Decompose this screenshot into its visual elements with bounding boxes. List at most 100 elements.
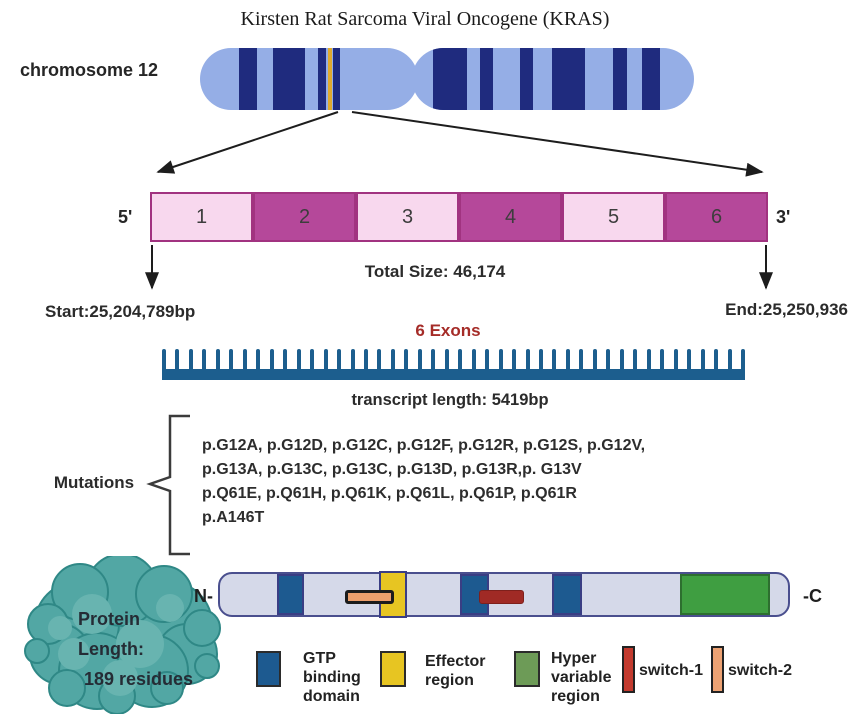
zoom-arrow-left (156, 111, 339, 174)
chromosome-band (613, 48, 627, 110)
transcript-tick (337, 349, 342, 369)
transcript-tick (350, 349, 355, 369)
protein-length-line: 189 residues (84, 669, 194, 689)
transcript-tick (592, 349, 597, 369)
transcript-tick (741, 349, 745, 369)
transcript-tick (229, 349, 234, 369)
transcript-tick (390, 349, 395, 369)
transcript-tick (673, 349, 678, 369)
transcript-tick (552, 349, 557, 369)
zoom-arrows (145, 111, 773, 290)
transcript-tick (242, 349, 247, 369)
gtp-binding-domain-2 (460, 574, 489, 615)
transcript-tick (700, 349, 705, 369)
protein-blob (24, 556, 221, 714)
transcript-tick (687, 349, 692, 369)
transcript-tick (175, 349, 180, 369)
transcript-tick (471, 349, 476, 369)
start-label: Start:25,204,789bp (45, 302, 196, 321)
gtp-binding-domain-3 (552, 574, 582, 615)
exon-box-3: 3 (356, 192, 459, 242)
chromosome-band (318, 48, 326, 110)
transcript-tick (363, 349, 368, 369)
transcript-tick (377, 349, 382, 369)
chromosome-band (433, 48, 467, 110)
transcript-tick (215, 349, 220, 369)
transcript-tick (323, 349, 328, 369)
mutation-line: p.Q61E, p.Q61H, p.Q61K, p.Q61L, p.Q61P, … (202, 485, 577, 502)
transcript-tick (202, 349, 207, 369)
transcript-backbone (162, 369, 745, 380)
transcript-tick (458, 349, 463, 369)
mutations-list: p.G12A, p.G12D, p.G12C, p.G12F, p.G12R, … (202, 437, 682, 547)
transcript-tick (444, 349, 449, 369)
chromosome-band (333, 48, 340, 110)
transcript-tick (296, 349, 301, 369)
transcript-tick (269, 349, 274, 369)
hyper-variable-region (680, 574, 770, 615)
chromosome-band (273, 48, 305, 110)
switch-2-marker (345, 590, 394, 604)
transcript-tick (283, 349, 288, 369)
switch-1-marker (479, 590, 524, 604)
transcript-tick (606, 349, 611, 369)
page-title: Kirsten Rat Sarcoma Viral Oncogene (KRAS… (240, 8, 610, 30)
transcript-tick (727, 349, 732, 369)
chromosome-band (239, 48, 257, 110)
transcript-tick (579, 349, 584, 369)
transcript-tick (310, 349, 315, 369)
exon-box-5: 5 (562, 192, 665, 242)
transcript-tick (256, 349, 261, 369)
transcript-tick (619, 349, 624, 369)
transcript-tick (633, 349, 638, 369)
transcript-tick (525, 349, 530, 369)
transcript-length-label: transcript length: 5419bp (351, 391, 549, 409)
chromosome-label: chromosome 12 (20, 60, 159, 80)
three-prime-label: 3' (776, 207, 791, 227)
exon-box-1: 1 (150, 192, 253, 242)
transcript-tick (417, 349, 422, 369)
transcript-tick (660, 349, 665, 369)
chromosome-band (520, 48, 533, 110)
protein-length-line: Protein (78, 609, 141, 629)
chromosome-left-arm (200, 48, 418, 110)
exon-box-6: 6 (665, 192, 768, 242)
transcript-tick (404, 349, 409, 369)
zoom-arrow-right (351, 111, 764, 177)
transcript-tick (485, 349, 490, 369)
protein-length-text: Protein Length: 189 residues (78, 609, 218, 704)
transcript-tick (498, 349, 503, 369)
n-terminus-label: N- (194, 586, 213, 606)
transcript-tick (431, 349, 436, 369)
transcript-tick (714, 349, 719, 369)
gtp-binding-domain-1 (277, 574, 304, 615)
transcript-tick (188, 349, 193, 369)
protein-bar (218, 571, 790, 618)
chromosome-right-arm (412, 48, 694, 110)
chromosome-band (552, 48, 585, 110)
transcript-tick (646, 349, 651, 369)
chromosome-band (642, 48, 660, 110)
total-size-label: Total Size: 46,174 (364, 262, 506, 281)
exon-count-label: 6 Exons (415, 321, 481, 340)
exon-box-4: 4 (459, 192, 562, 242)
mutations-brace (146, 414, 190, 556)
protein-length-line: Length: (78, 639, 144, 659)
transcript-tick (565, 349, 570, 369)
transcript-tick (162, 349, 166, 369)
five-prime-label: 5' (118, 207, 133, 227)
chromosome-ideogram (0, 0, 850, 130)
transcript-tick (539, 349, 544, 369)
chromosome-band (480, 48, 493, 110)
mutation-line: p.G12A, p.G12D, p.G12C, p.G12F, p.G12R, … (202, 437, 646, 454)
transcript-tick (512, 349, 517, 369)
mutation-line: p.G13A, p.G13C, p.G13C, p.G13D, p.G13R,p… (202, 461, 582, 478)
transcript-comb (162, 349, 745, 380)
kras-locus-marker (328, 48, 332, 110)
c-terminus-label: -C (803, 586, 822, 606)
mutation-line: p.A146T (202, 509, 265, 526)
mutations-label: Mutations (53, 473, 135, 492)
